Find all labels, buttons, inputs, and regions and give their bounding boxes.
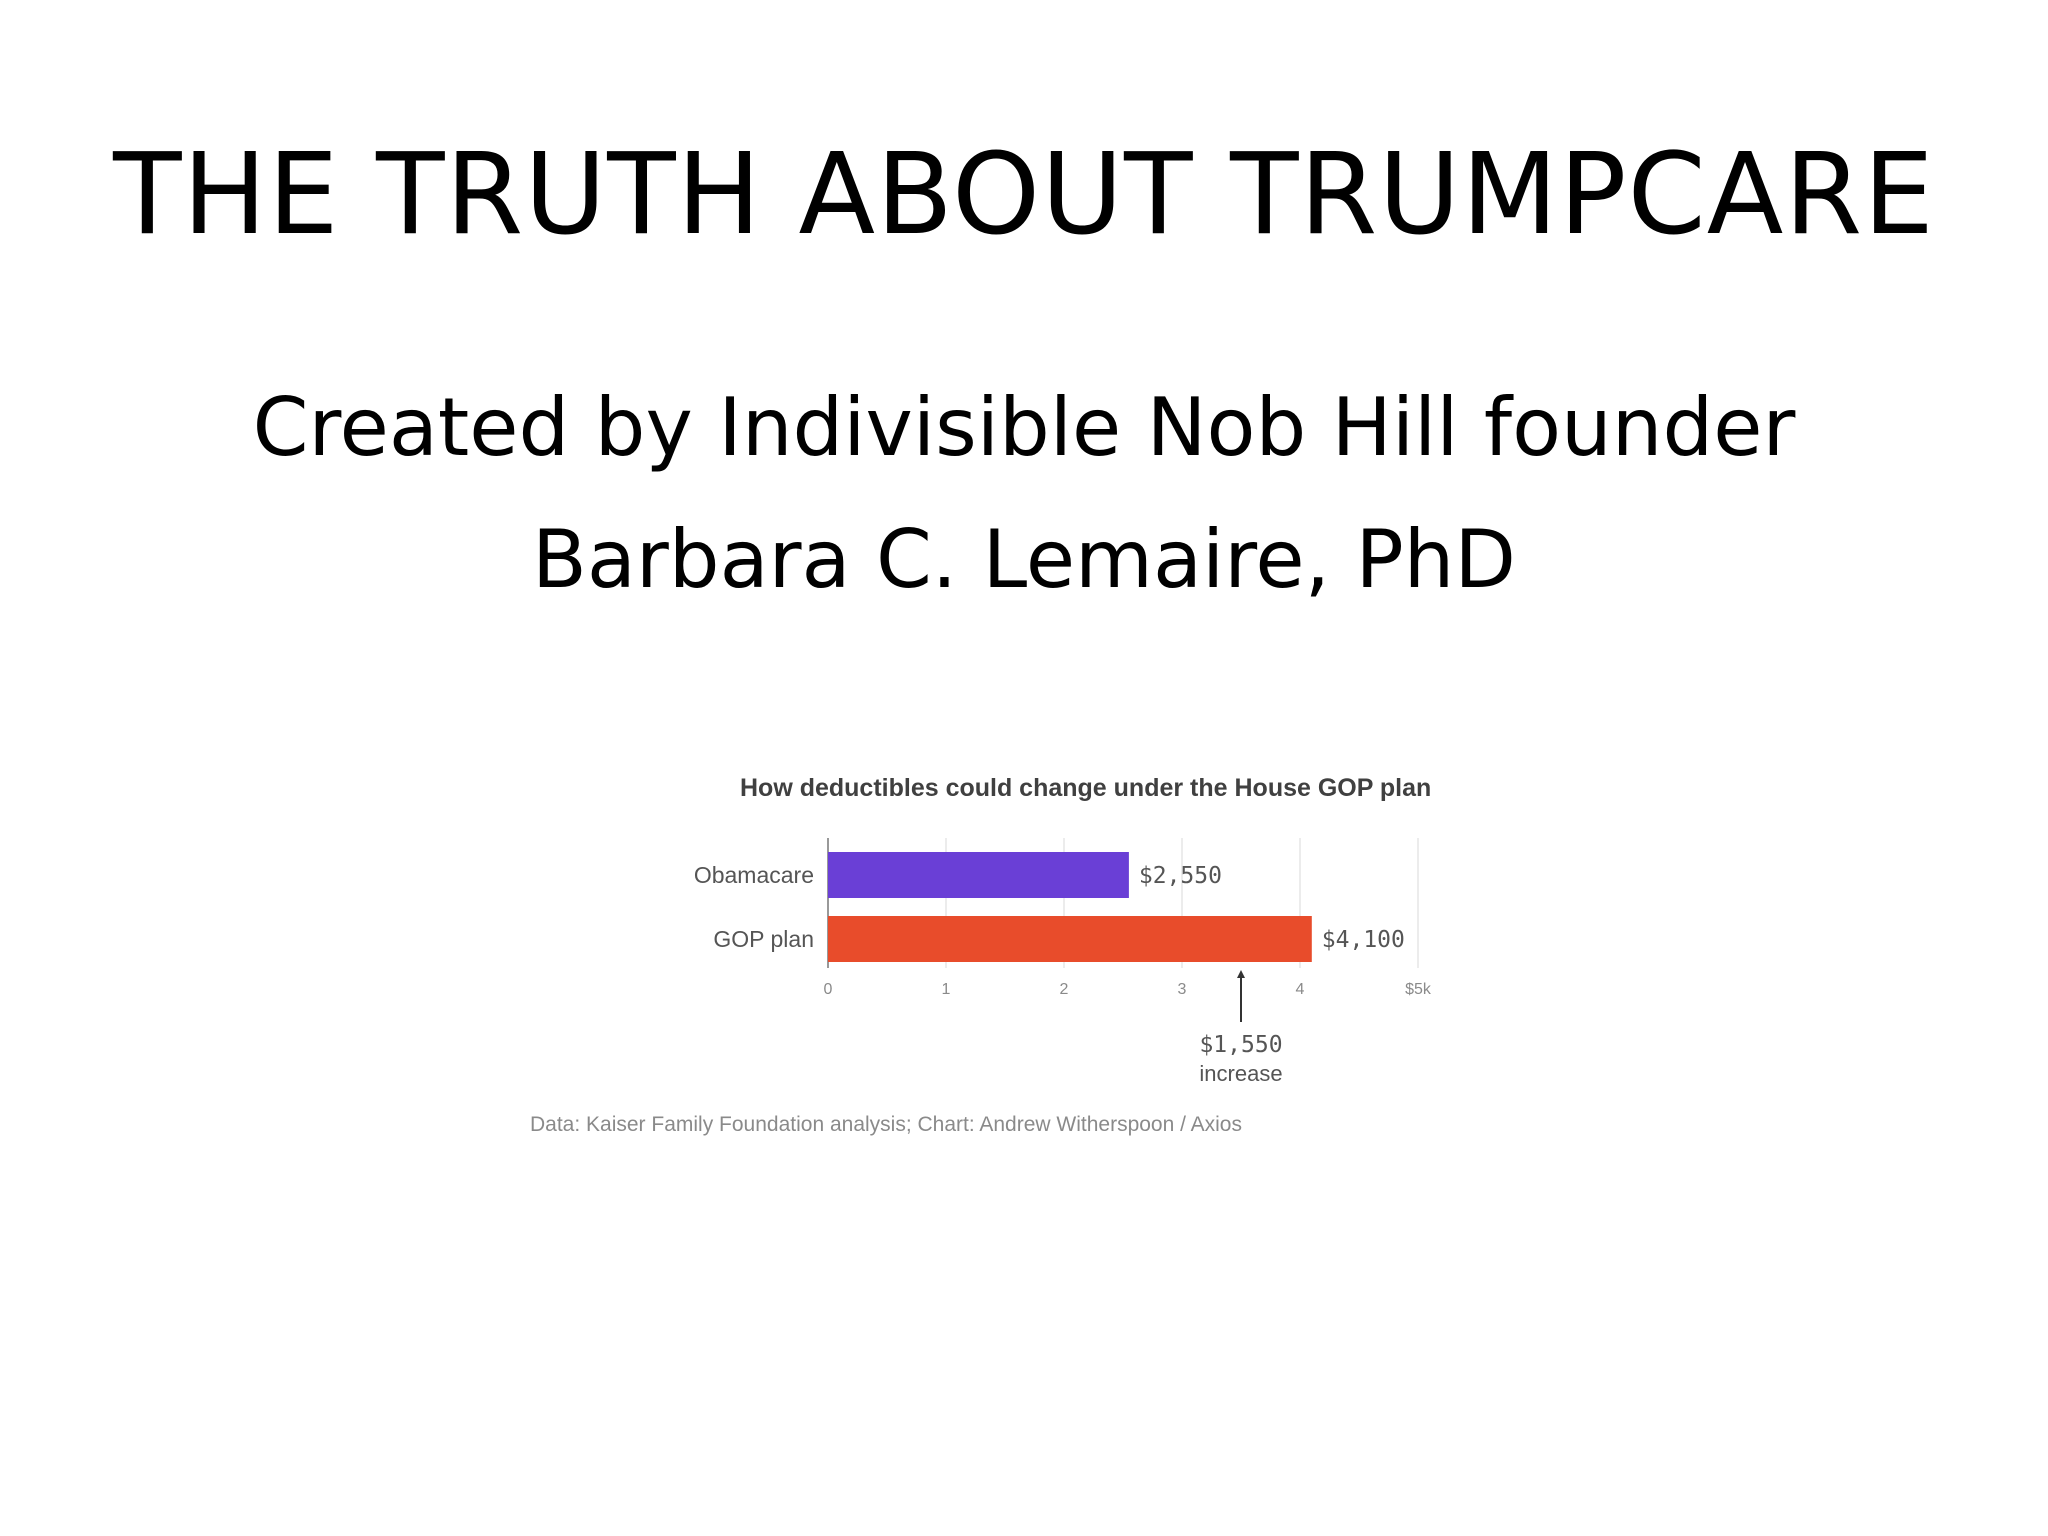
annotation-value: $1,550 <box>1199 1032 1282 1058</box>
category-label: GOP plan <box>713 926 814 952</box>
x-tick-label: $5k <box>1405 981 1432 998</box>
slide-subtitle-line-2: Barbara C. Lemaire, PhD <box>532 513 1516 606</box>
chart-source-note: Data: Kaiser Family Foundation analysis;… <box>530 1113 1242 1136</box>
x-tick-label: 0 <box>824 981 833 998</box>
slide-title: THE TRUTH ABOUT TRUMPCARE <box>113 130 1935 260</box>
bar <box>828 852 1129 898</box>
slide-subtitle-line-1: Created by Indivisible Nob Hill founder <box>252 381 1796 474</box>
chart-annotation: $1,550 increase <box>1199 970 1283 1086</box>
bar <box>828 916 1312 962</box>
category-label: Obamacare <box>694 862 814 888</box>
data-label: $4,100 <box>1322 927 1405 953</box>
chart-bars: Obamacare $2,550 GOP plan $4,100 <box>694 852 1405 962</box>
annotation-text: increase <box>1199 1061 1282 1086</box>
data-label: $2,550 <box>1139 863 1222 889</box>
x-tick-label: 3 <box>1178 981 1187 998</box>
x-tick-label: 4 <box>1296 981 1305 998</box>
x-tick-label: 2 <box>1060 981 1069 998</box>
x-tick-label: 1 <box>942 981 951 998</box>
annotation-arrow-head <box>1237 970 1245 978</box>
chart-title: How deductibles could change under the H… <box>740 774 1431 802</box>
chart-x-axis: 0 1 2 3 4 $5k <box>824 981 1432 998</box>
